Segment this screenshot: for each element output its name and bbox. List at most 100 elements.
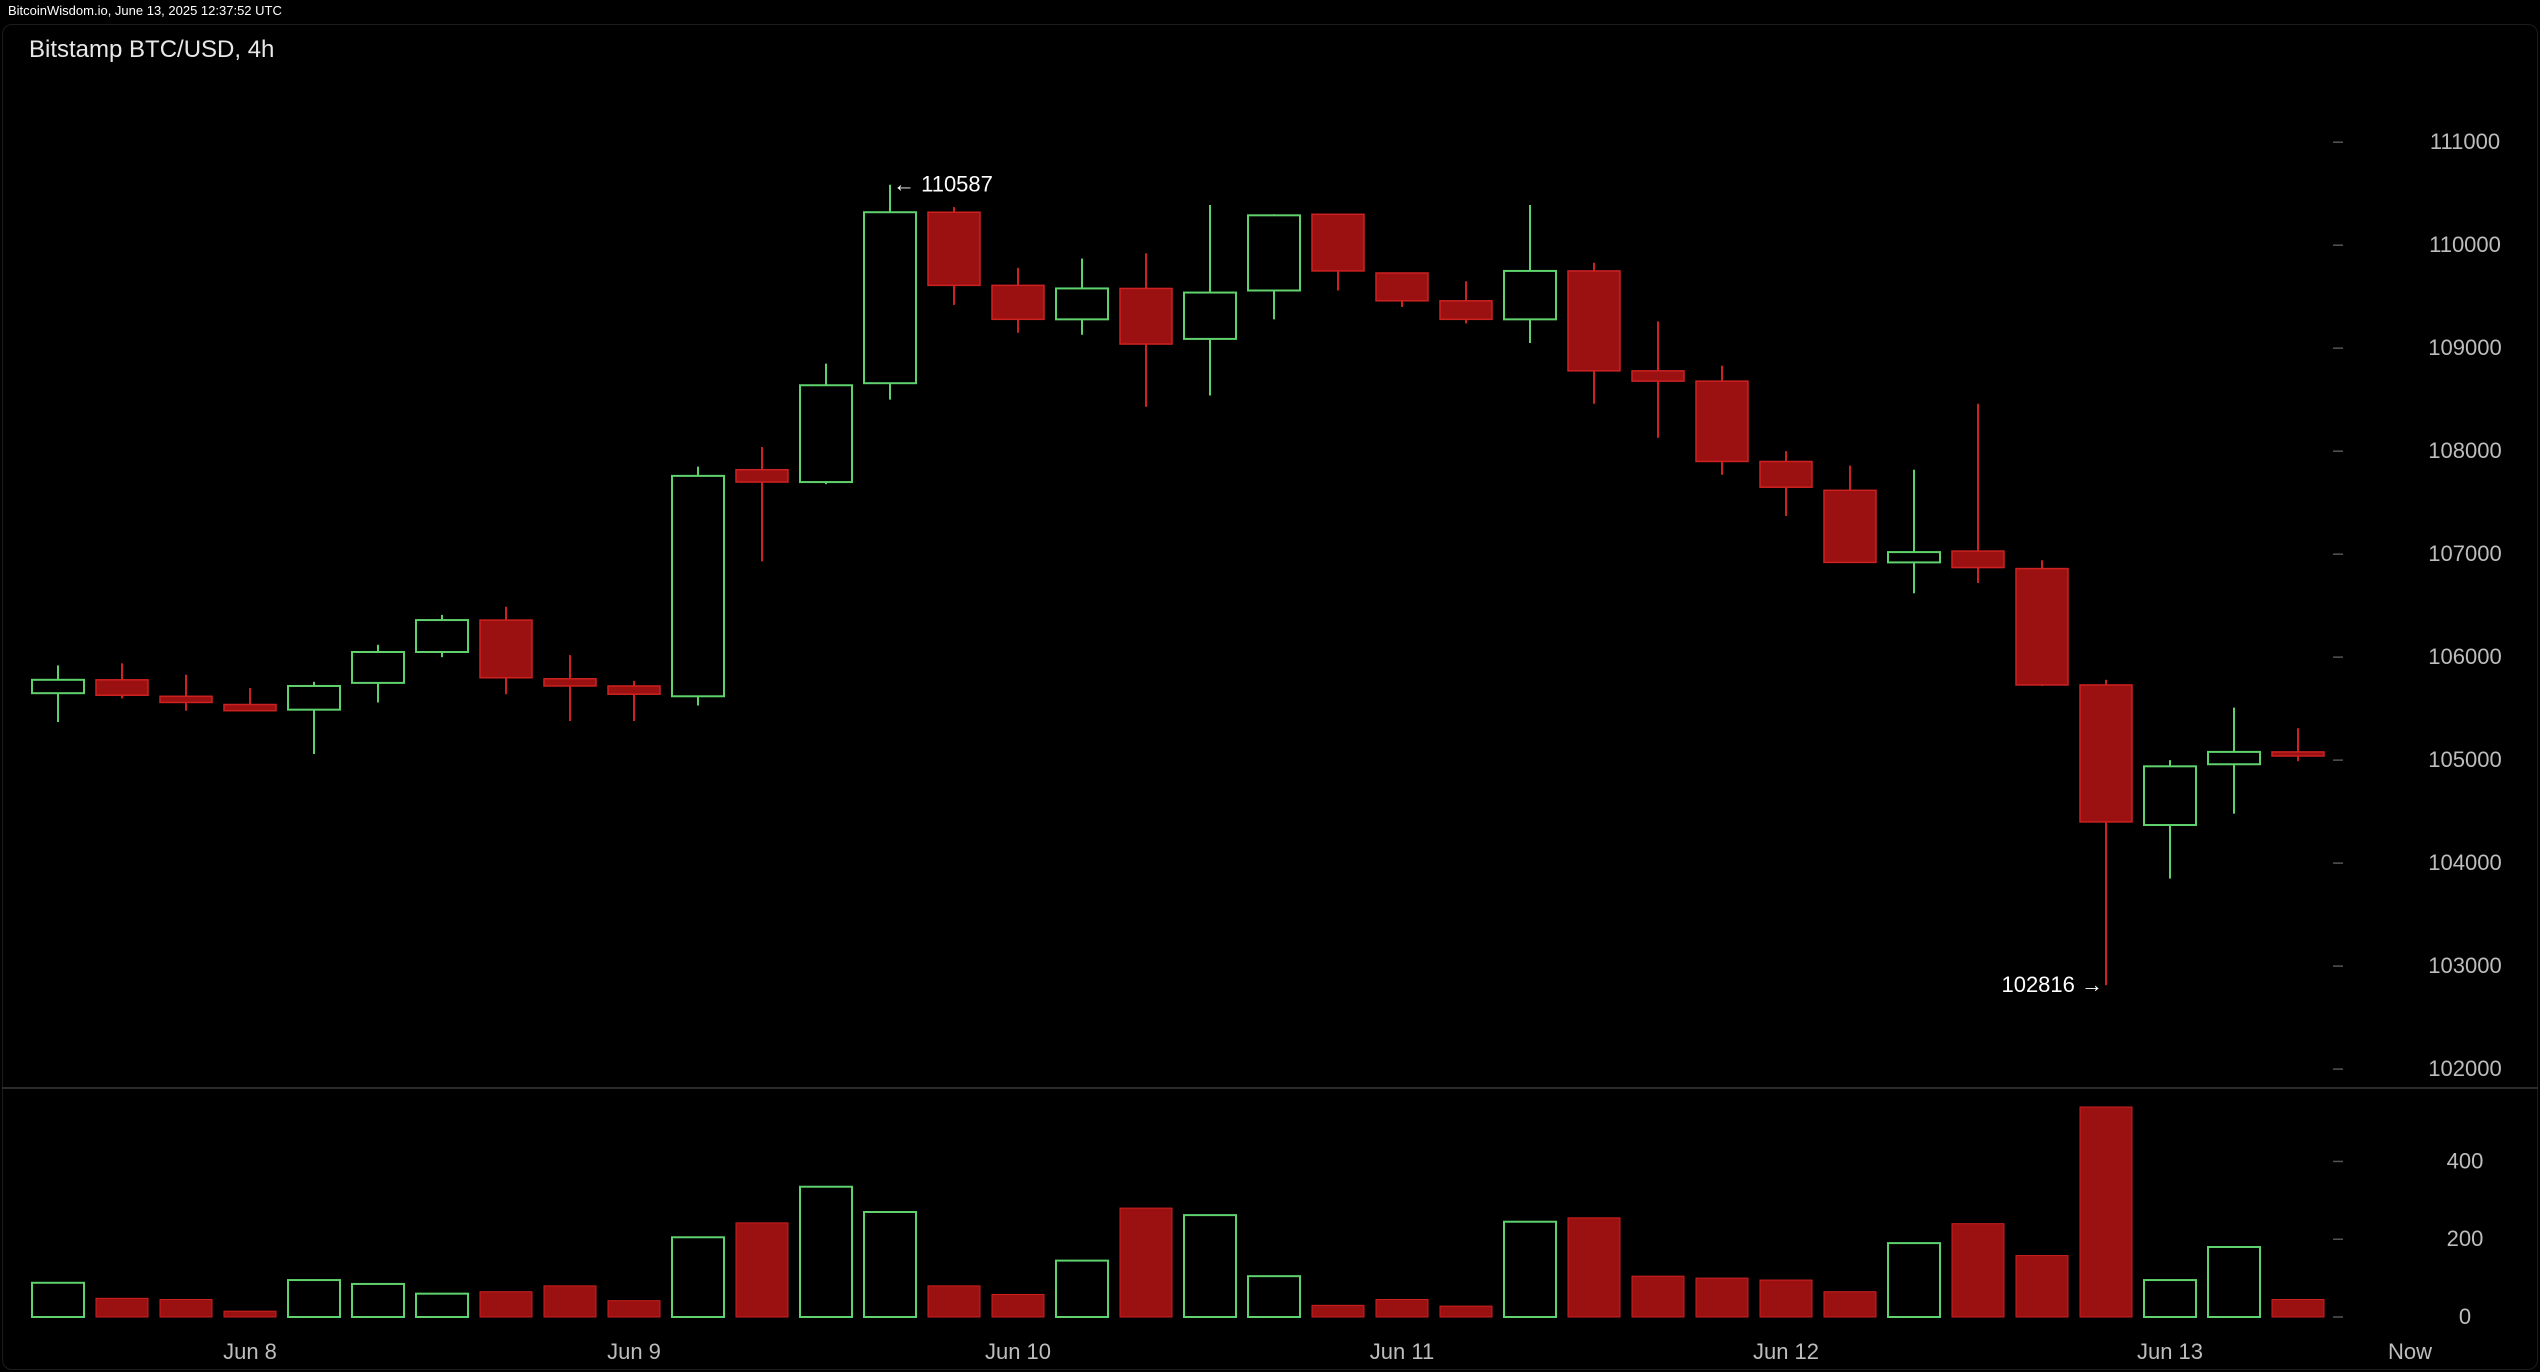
volume-bar-down[interactable] <box>1375 1299 1429 1318</box>
candle-body-down[interactable] <box>159 695 213 704</box>
price-tick-label: 106000 <box>2428 644 2501 669</box>
time-axis-label: Jun 12 <box>1753 1339 1819 1364</box>
volume-bar-down[interactable] <box>2079 1106 2133 1318</box>
volume-bar-down[interactable] <box>159 1299 213 1318</box>
volume-bar-up[interactable] <box>287 1279 341 1318</box>
volume-bar-down[interactable] <box>1631 1275 1685 1318</box>
volume-bar-up[interactable] <box>1183 1214 1237 1318</box>
volume-bar-down[interactable] <box>927 1285 981 1318</box>
volume-bar-down[interactable] <box>2271 1299 2325 1318</box>
candle-body-down[interactable] <box>2079 684 2133 823</box>
candle-body-down[interactable] <box>2015 567 2069 686</box>
time-axis-label: Jun 10 <box>985 1339 1051 1364</box>
candle-body-down[interactable] <box>1631 370 1685 382</box>
time-axis-label: Jun 9 <box>607 1339 661 1364</box>
time-axis-label: Jun 8 <box>223 1339 277 1364</box>
volume-tick-label: 0 <box>2459 1304 2471 1329</box>
candle-body-down[interactable] <box>543 678 597 687</box>
volume-bar-up[interactable] <box>415 1292 469 1318</box>
price-tick-label: 103000 <box>2428 953 2501 978</box>
candle-body-up[interactable] <box>671 474 725 698</box>
candle-body-up[interactable] <box>2143 765 2197 827</box>
volume-bar-up[interactable] <box>2143 1279 2197 1318</box>
volume-tick-label: 400 <box>2447 1148 2484 1173</box>
candle-body-up[interactable] <box>1887 551 1941 564</box>
candle-body-down[interactable] <box>991 284 1045 321</box>
time-axis-label: Jun 11 <box>1370 1339 1434 1364</box>
volume-tick-label: 200 <box>2447 1226 2484 1251</box>
volume-bar-down[interactable] <box>1567 1217 1621 1318</box>
price-tick-label: 108000 <box>2428 438 2501 463</box>
volume-bar-up[interactable] <box>1887 1242 1941 1318</box>
watermark-text: BitcoinWisdom.io, June 13, 2025 12:37:52… <box>8 3 282 18</box>
price-tick-label: 104000 <box>2428 850 2501 875</box>
candle-body-up[interactable] <box>1247 214 1301 292</box>
candle-body-up[interactable] <box>2207 750 2261 766</box>
candle-body-up[interactable] <box>1503 269 1557 321</box>
volume-bar-up[interactable] <box>1247 1275 1301 1318</box>
volume-bar-down[interactable] <box>991 1293 1045 1318</box>
candle-body-down[interactable] <box>1695 380 1749 463</box>
volume-bar-down[interactable] <box>95 1297 149 1318</box>
volume-bar-up[interactable] <box>31 1281 85 1319</box>
candle-body-down[interactable] <box>1823 489 1877 564</box>
candle-body-down[interactable] <box>1951 550 2005 569</box>
volume-bar-up[interactable] <box>1055 1259 1109 1318</box>
volume-bar-down[interactable] <box>223 1310 277 1318</box>
volume-bar-up[interactable] <box>863 1211 917 1318</box>
candle-body-up[interactable] <box>351 650 405 684</box>
volume-bar-down[interactable] <box>2015 1255 2069 1318</box>
candle-body-down[interactable] <box>1439 300 1493 321</box>
price-tick-label: 109000 <box>2428 335 2501 360</box>
candle-body-up[interactable] <box>287 684 341 711</box>
volume-bar-up[interactable] <box>671 1236 725 1319</box>
volume-bar-down[interactable] <box>1695 1277 1749 1318</box>
candle-body-up[interactable] <box>799 384 853 484</box>
volume-layer <box>31 1106 2325 1319</box>
label-layer: ← 110587 102816 → <box>893 172 2103 997</box>
volume-bar-down[interactable] <box>1119 1207 1173 1318</box>
candle-body-down[interactable] <box>1567 270 1621 372</box>
volume-bar-down[interactable] <box>543 1285 597 1318</box>
candle-body-down[interactable] <box>1759 460 1813 488</box>
volume-bar-down[interactable] <box>607 1300 661 1318</box>
time-axis-label: Jun 13 <box>2137 1339 2203 1364</box>
volume-bar-up[interactable] <box>351 1282 405 1319</box>
candle-body-down[interactable] <box>2271 751 2325 757</box>
volume-bar-down[interactable] <box>1823 1291 1877 1318</box>
volume-bar-down[interactable] <box>735 1222 789 1318</box>
low-price-annotation: 102816 → <box>2001 972 2103 997</box>
candle-body-up[interactable] <box>31 678 85 695</box>
candle-body-up[interactable] <box>863 211 917 385</box>
price-tick-label: 102000 <box>2428 1056 2501 1081</box>
volume-bar-up[interactable] <box>799 1185 853 1318</box>
volume-bar-down[interactable] <box>1311 1304 1365 1318</box>
volume-bar-down[interactable] <box>479 1291 533 1318</box>
candle-body-up[interactable] <box>1055 287 1109 321</box>
candle-body-down[interactable] <box>95 679 149 697</box>
chart-title: Bitstamp BTC/USD, 4h <box>29 36 275 63</box>
candle-body-down[interactable] <box>927 211 981 287</box>
candle-body-down[interactable] <box>1375 272 1429 302</box>
volume-bar-down[interactable] <box>1951 1223 2005 1318</box>
axis-tick-layer: 102000 103000 104000 105000 106000 107000 1080… <box>223 129 2502 1364</box>
volume-bar-up[interactable] <box>2207 1246 2261 1318</box>
price-tick-label: 107000 <box>2428 541 2501 566</box>
candle-body-down[interactable] <box>735 468 789 483</box>
candle-body-down[interactable] <box>479 619 533 679</box>
high-price-annotation: ← 110587 <box>893 172 993 197</box>
candle-body-down[interactable] <box>223 703 277 712</box>
candle-body-down[interactable] <box>1119 287 1173 345</box>
price-tick-label: 110000 <box>2429 232 2501 257</box>
candle-body-down[interactable] <box>1311 213 1365 272</box>
candle-body-up[interactable] <box>1183 291 1237 340</box>
volume-bar-up[interactable] <box>1503 1220 1557 1318</box>
price-tick-label: 105000 <box>2428 747 2501 772</box>
price-tick-label: 111000 <box>2430 129 2500 154</box>
candle-body-down[interactable] <box>607 685 661 695</box>
volume-bar-down[interactable] <box>1439 1305 1493 1318</box>
volume-bar-down[interactable] <box>1759 1279 1813 1318</box>
candle-layer <box>31 184 2325 986</box>
candle-body-up[interactable] <box>415 619 469 653</box>
